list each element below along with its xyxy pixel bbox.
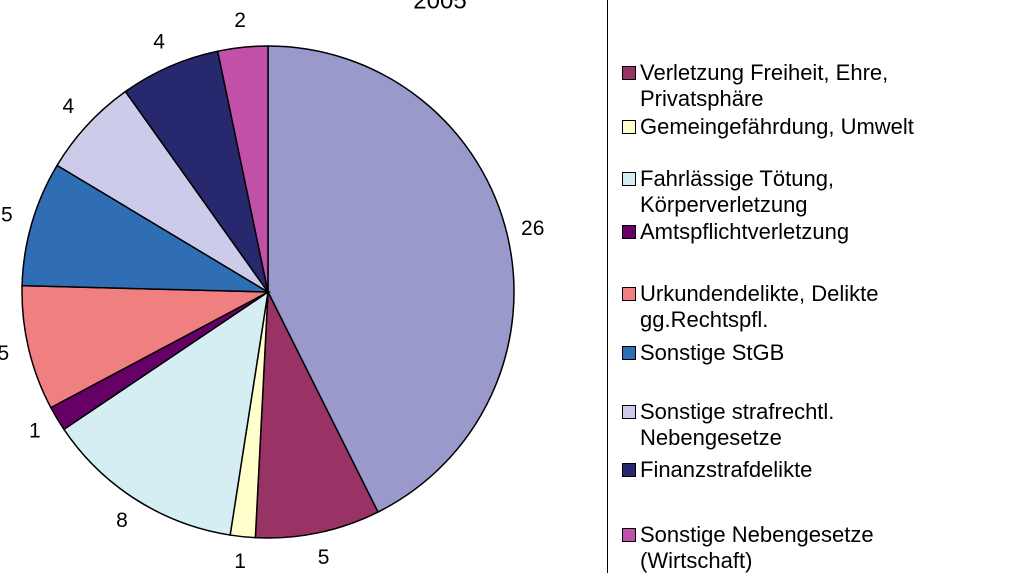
legend-swatch [622, 528, 636, 542]
pie-slice [216, 45, 269, 293]
legend-label: Urkundendelikte, Delikte gg.Rechtspfl. [640, 281, 879, 332]
data-label: 8 [116, 509, 128, 532]
data-label: 4 [63, 95, 75, 118]
data-label: 5 [1, 204, 13, 227]
legend-label: Finanzstrafdelikte [640, 457, 813, 482]
legend-label: Sonstige Nebengesetze (Wirtschaft) [640, 522, 874, 573]
legend-label: Gemeingefährdung, Umwelt [640, 114, 914, 139]
legend-item: Finanzstrafdelikte [622, 457, 980, 483]
pie-slice [21, 284, 271, 409]
legend-label: Sonstige strafrechtl. Nebengesetze [640, 399, 835, 450]
legend-item: Amtspflichtverletzung [622, 219, 980, 245]
legend-swatch [622, 287, 636, 301]
data-label: 2 [234, 9, 246, 32]
legend-item: Gemeingefährdung, Umwelt [622, 114, 980, 140]
divider [607, 0, 608, 573]
legend-swatch [622, 405, 636, 419]
legend-item: Sonstige Nebengesetze (Wirtschaft) [622, 522, 980, 573]
pie-slice [62, 290, 270, 536]
legend-label: Fahrlässige Tötung, Körperverletzung [640, 166, 835, 217]
pie-slice [21, 164, 271, 293]
data-label: 26 [521, 217, 544, 240]
legend-swatch [622, 120, 636, 134]
legend-label: Amtspflichtverletzung [640, 219, 850, 244]
data-label: 5 [318, 546, 330, 569]
legend-item: Sonstige StGB [622, 340, 980, 366]
legend-item: Verletzung Freiheit, Ehre, Privatsphäre [622, 60, 980, 112]
data-label: 5 [0, 342, 9, 365]
legend-swatch [622, 172, 636, 186]
legend-swatch [622, 463, 636, 477]
legend-item: Sonstige strafrechtl. Nebengesetze [622, 399, 980, 451]
legend-item: Urkundendelikte, Delikte gg.Rechtspfl. [622, 281, 980, 333]
legend-swatch [622, 66, 636, 80]
legend-label: Verletzung Freiheit, Ehre, Privatsphäre [640, 60, 889, 111]
data-label: 4 [153, 30, 165, 53]
pie-slice [254, 289, 379, 539]
legend-item: Fahrlässige Tötung, Körperverletzung [622, 166, 980, 218]
pie-slice [267, 45, 515, 514]
data-label: 1 [29, 420, 41, 443]
chart-title: 2005 [413, 0, 466, 14]
data-label: 1 [234, 550, 246, 573]
legend-swatch [622, 225, 636, 239]
legend-label: Sonstige StGB [640, 340, 785, 365]
legend-swatch [622, 346, 636, 360]
